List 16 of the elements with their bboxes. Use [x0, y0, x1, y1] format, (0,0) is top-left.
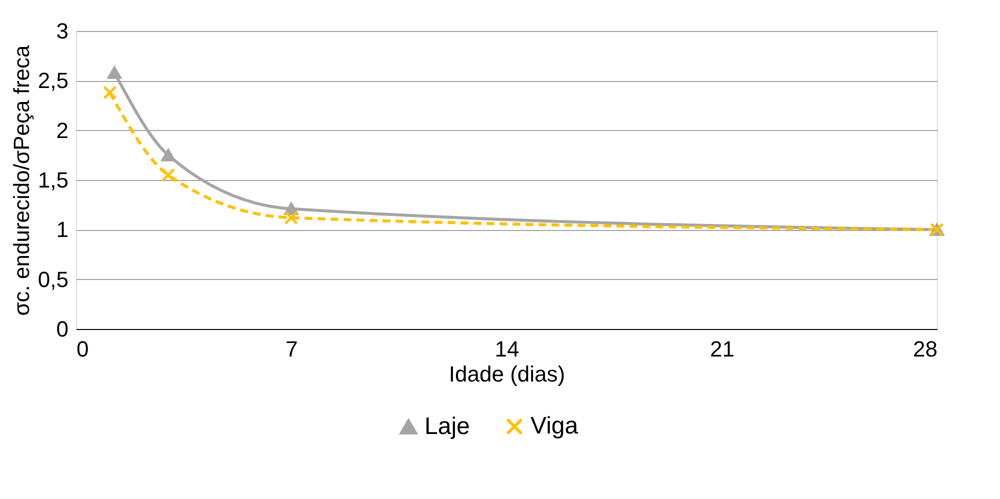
y-tick-label: 0: [56, 316, 68, 342]
x-tick-label: 7: [286, 336, 298, 362]
y-tick-label: 1,5: [38, 168, 68, 192]
y-tick-label: 2,5: [38, 68, 68, 94]
y-tick-label: 1: [56, 217, 68, 242]
y-tick-label: 2: [56, 118, 68, 143]
x-tick-label: 21: [710, 336, 734, 362]
x-tick-label: 28: [913, 336, 938, 362]
x-tick-label: 0: [76, 336, 89, 362]
legend-label: Viga: [530, 412, 579, 440]
x-axis-title: Idade (dias): [448, 362, 566, 386]
x-tick-label: 14: [494, 336, 520, 362]
y-tick-label: 3: [56, 18, 68, 44]
legend-label: Laje: [424, 412, 470, 440]
y-tick-label: 0,5: [38, 266, 68, 292]
y-axis-title: σc. endurecido/σPeça freca: [8, 44, 34, 316]
